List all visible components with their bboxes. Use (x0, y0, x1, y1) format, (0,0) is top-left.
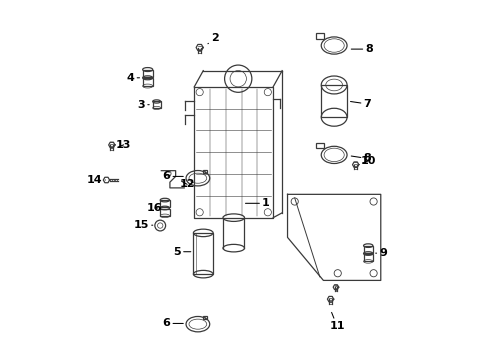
Text: 13: 13 (116, 140, 131, 150)
Text: 2: 2 (207, 33, 219, 44)
Text: 8: 8 (350, 153, 370, 163)
Bar (321, 85, 346, 117)
Text: 1: 1 (245, 198, 269, 208)
Text: 6: 6 (162, 171, 183, 181)
Text: 10: 10 (360, 156, 375, 166)
Bar (363, 254, 372, 261)
Bar (160, 200, 169, 207)
Text: 6: 6 (162, 319, 183, 328)
Bar (315, 143, 324, 148)
Bar (315, 33, 324, 39)
Text: 11: 11 (328, 312, 344, 331)
Text: 16: 16 (147, 203, 163, 213)
Text: 4: 4 (126, 73, 139, 83)
Bar (203, 170, 207, 174)
Bar (142, 69, 152, 77)
Bar (193, 233, 213, 274)
Text: 15: 15 (133, 220, 152, 230)
Text: 9: 9 (375, 248, 386, 258)
Bar (160, 209, 169, 216)
Text: 12: 12 (179, 179, 195, 189)
Text: 3: 3 (137, 100, 149, 110)
Text: 8: 8 (350, 44, 372, 54)
Bar (142, 78, 152, 86)
Text: 14: 14 (86, 175, 105, 185)
Text: 7: 7 (350, 99, 370, 109)
Bar (363, 246, 372, 253)
Bar (203, 316, 207, 319)
Text: 5: 5 (173, 247, 190, 257)
Bar (152, 102, 160, 108)
